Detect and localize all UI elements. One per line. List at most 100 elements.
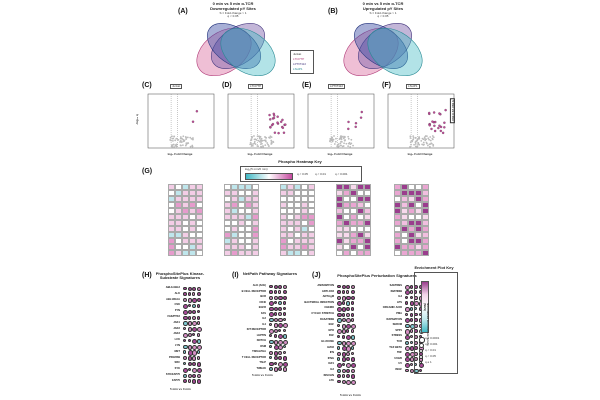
signature-label: B CELL RECEPTOR [241,289,266,293]
heatmap-cell [343,196,350,202]
volcano-point [179,136,182,138]
heatmap-cell [182,208,189,214]
heatmap-cell [364,232,371,238]
volcano-point-sig [437,126,440,130]
enrichment-dot [192,362,196,366]
volcano-point [411,140,414,143]
volcano-point [333,135,335,137]
enrichment-dot [273,350,279,356]
heatmap-cell [287,214,294,220]
heatmap-cell [364,208,371,214]
heatmap-cell [301,190,308,196]
enrichment-dot [341,363,345,367]
volcano-point [250,143,253,146]
heatmap-cell [196,244,203,250]
side-label: 5 min vs 0 min [449,98,455,123]
volcano-point [350,138,353,141]
enrichment-dot [337,284,341,289]
volcano-point [337,143,340,146]
volcano-point [336,145,339,148]
enrichment-dot [346,318,351,323]
heatmap-cell [168,184,175,190]
enrichment-dot [346,351,351,357]
volcano-point [343,136,346,139]
enrichment-dot [409,301,414,306]
volcano-point [169,139,172,141]
significance-key-dot [419,343,424,348]
heatmap-cell [189,250,196,256]
heatmap-cell [238,220,245,226]
heatmap-cell [336,214,343,220]
heatmap-cell [245,202,252,208]
signature-label: KIT RECEPTOR [246,328,266,331]
heatmap-cell [182,226,189,232]
enrichment-dot [192,333,196,337]
signature-label: H2O2 [327,345,334,349]
heatmap-cell [408,214,415,220]
heatmap-cell [357,238,364,244]
enrichment-dot [196,344,202,350]
heatmap-cell [408,190,415,196]
volcano-point-sig [360,110,363,114]
volcano-point [189,145,192,148]
enrichment-dot [337,290,341,294]
heatmap-cell [252,202,259,208]
heatmap-cell [189,226,196,232]
heatmap-cell [357,232,364,238]
enrichment-dot [282,345,286,349]
volcano-point [329,140,331,142]
heatmap-cell [252,196,259,202]
enrichment-dot [350,357,356,362]
heatmap-cell [280,244,287,250]
heatmap-cell [294,208,301,214]
heatmap-cell [182,250,189,256]
heatmap-cell [182,196,189,202]
heatmap-cell [308,208,315,214]
heatmap-cell [224,184,231,190]
heatmap-cell [175,202,182,208]
heatmap-cell [415,190,422,196]
heatmap-cell [168,208,175,214]
heatmap-cell [394,226,401,232]
heatmap-cell [175,226,182,232]
heatmap-cell [294,250,301,256]
enrichment-dot [418,368,423,373]
enrichment-dot [409,295,414,300]
volcano-point [183,140,185,143]
volcano-point [176,139,179,141]
volcano-point [169,136,172,139]
enrichment-dot [282,339,288,345]
heatmap-cell [401,190,408,196]
enrichment-key: Normalized Enrichment Score (NES) q < 0.… [414,272,458,374]
volcano-point [260,137,263,140]
enrichment-dot [269,284,273,289]
volcano-axes-3 [387,93,455,149]
volcano-point [420,139,423,142]
enrichment-dot [337,335,341,339]
heatmap-cell [175,238,182,244]
heatmap-cell [224,220,231,226]
volcano-point [432,136,435,139]
volcano-point [414,136,417,139]
panel-i-title: NetPath Pathway Signatures [242,271,298,276]
signature-label: ANTI-IgM [322,295,334,299]
enrichment-dot [350,312,355,317]
signature-label: ABL1/KIAA [166,297,180,301]
heatmap-cell [422,244,429,250]
volcano-point [267,143,269,146]
heatmap-cell [308,202,315,208]
enrichment-dot [187,315,192,320]
heatmap-cell [224,202,231,208]
enrichment-dot [273,317,278,322]
heatmap-cell [182,238,189,244]
heatmap-cell [182,214,189,220]
heatmap-cell [196,208,203,214]
heatmap-cell [357,196,364,202]
enrichment-dot [337,363,342,368]
heatmap-cell [287,208,294,214]
signature-label: JAK2 [173,326,180,330]
signature-label: ANISOMYCIN [317,284,334,287]
heatmap-cell [280,232,287,238]
heatmap-cell [168,244,175,250]
panel-b-criteria-2: q < 0.05 [377,14,389,18]
